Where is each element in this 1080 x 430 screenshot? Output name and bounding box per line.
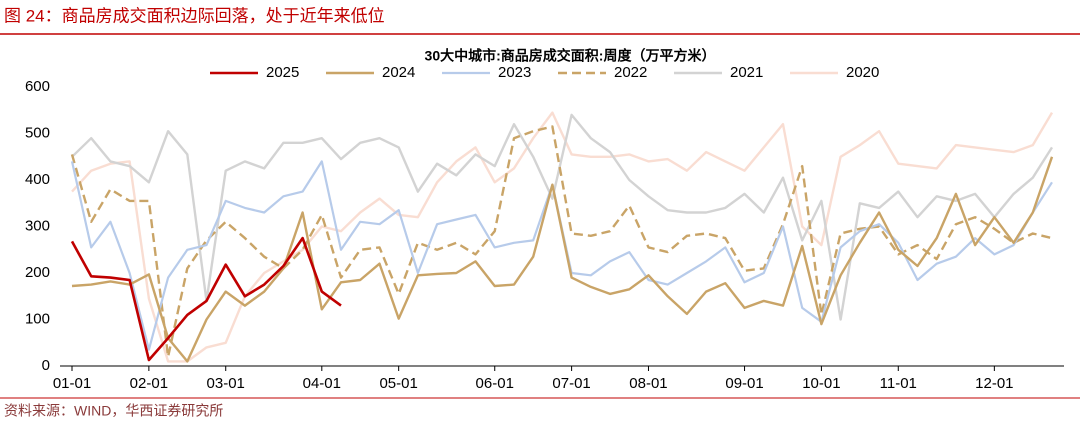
legend-label: 2020: [846, 64, 879, 81]
legend-label: 2025: [266, 64, 299, 81]
legend-label: 2021: [730, 64, 763, 81]
y-tick-label: 300: [25, 217, 50, 234]
y-tick-label: 200: [25, 264, 50, 281]
x-tick-label: 12-01: [975, 375, 1013, 392]
x-tick-label: 04-01: [303, 375, 341, 392]
x-tick-label: 05-01: [379, 375, 417, 392]
x-tick-label: 08-01: [629, 375, 667, 392]
series-line: [70, 236, 342, 362]
y-tick-label: 100: [25, 310, 50, 327]
chart-title: 30大中城市:商品房成交面积:周度（万平方米）: [425, 48, 716, 64]
y-tick-label: 600: [25, 78, 50, 95]
x-tick-label: 02-01: [130, 375, 168, 392]
page-title: 图 24：商品房成交面积边际回落，处于近年来低位: [4, 6, 385, 25]
x-tick-label: 11-01: [880, 375, 917, 392]
x-tick-label: 07-01: [552, 375, 590, 392]
x-tick-label: 09-01: [725, 375, 763, 392]
x-tick-label: 01-01: [53, 375, 91, 392]
series-line: [70, 125, 1053, 358]
y-tick-label: 400: [25, 171, 50, 188]
x-tick-label: 06-01: [476, 375, 514, 392]
series-line: [71, 113, 1054, 321]
x-tick-label: 03-01: [207, 375, 245, 392]
y-tick-label: 0: [42, 357, 50, 374]
legend-label: 2022: [614, 64, 647, 81]
y-tick-label: 500: [25, 124, 50, 141]
legend-label: 2023: [498, 64, 531, 81]
source-note: 资料来源：WIND，华西证券研究所: [4, 403, 223, 419]
x-tick-label: 10-01: [802, 375, 840, 392]
series-line: [71, 156, 1054, 363]
series-line: [71, 111, 1054, 363]
legend-label: 2024: [382, 64, 415, 81]
